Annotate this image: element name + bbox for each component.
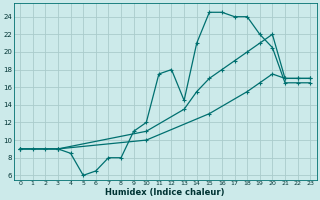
X-axis label: Humidex (Indice chaleur): Humidex (Indice chaleur) [106, 188, 225, 197]
